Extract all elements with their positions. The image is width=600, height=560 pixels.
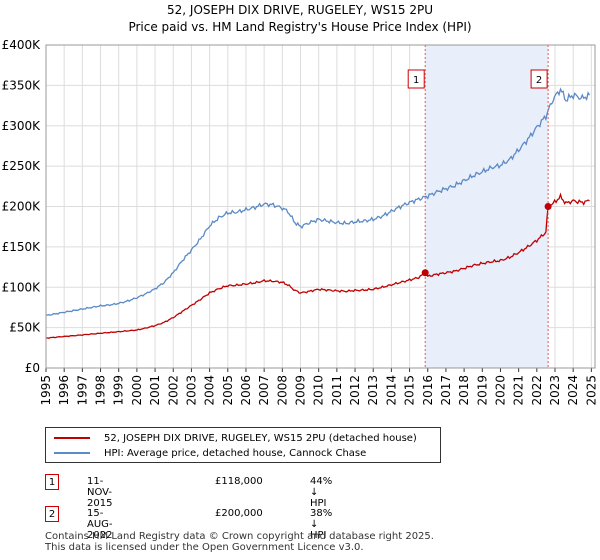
x-tick-label: 2015 bbox=[403, 375, 417, 406]
sale-label: 2 bbox=[536, 75, 542, 86]
x-tick-label: 2018 bbox=[457, 375, 471, 406]
transaction-hpi: 44% ↓ HPI bbox=[310, 476, 333, 509]
x-tick-label: 2011 bbox=[330, 375, 344, 406]
legend-line-price bbox=[54, 437, 90, 439]
legend-line-hpi bbox=[54, 452, 90, 454]
sale-label-box bbox=[407, 69, 425, 89]
x-tick-label: 2008 bbox=[275, 375, 289, 406]
price-chart: 1 2 £0 £50K £100K £150K £200K £250K £300K £350K £… bbox=[2, 38, 599, 406]
x-tick-label: 2025 bbox=[584, 375, 598, 406]
x-tick-label: 2012 bbox=[348, 375, 362, 406]
plot-frame bbox=[45, 44, 596, 369]
y-tick-label: £250K bbox=[2, 159, 42, 173]
sale-label-box bbox=[530, 69, 548, 89]
footer-copyright: Contains HM Land Registry data © Crown c… bbox=[45, 531, 434, 542]
y-tick-label: £200K bbox=[2, 200, 42, 214]
hpi-series-line bbox=[45, 87, 591, 316]
chart-title: 52, JOSEPH DIX DRIVE, RUGELEY, WS15 2PU bbox=[167, 3, 433, 17]
transaction-date: 15-AUG-2022 bbox=[87, 508, 113, 541]
transaction-hpi: 38% ↓ HPI bbox=[310, 508, 333, 541]
x-tick-label: 2000 bbox=[130, 375, 144, 406]
x-tick-label: 1995 bbox=[39, 375, 53, 406]
x-tick-label: 2014 bbox=[384, 375, 398, 406]
x-tick-label: 1997 bbox=[75, 375, 89, 406]
legend-label-hpi: HPI: Average price, detached house, Cann… bbox=[104, 447, 367, 459]
y-tick-label: £50K bbox=[9, 321, 41, 335]
x-tick-label: 2003 bbox=[184, 375, 198, 406]
y-tick-label: £350K bbox=[2, 78, 42, 92]
x-tick-label: 2017 bbox=[439, 375, 453, 406]
transaction-price: £200,000 bbox=[215, 508, 263, 519]
x-tick-label: 2004 bbox=[203, 375, 217, 406]
legend: 52, JOSEPH DIX DRIVE, RUGELEY, WS15 2PU … bbox=[45, 427, 441, 463]
transaction-date: 11-NOV-2015 bbox=[87, 476, 113, 509]
x-tick-label: 2021 bbox=[512, 375, 526, 406]
x-tick-label: 2020 bbox=[493, 375, 507, 406]
y-tick-label: £0 bbox=[25, 361, 40, 375]
sale-label: 1 bbox=[413, 75, 419, 86]
legend-item-hpi: HPI: Average price, detached house, Cann… bbox=[54, 446, 366, 460]
chart-subtitle: Price paid vs. HM Land Registry's House … bbox=[128, 20, 472, 34]
x-tick-label: 2009 bbox=[294, 375, 308, 406]
x-tick-label: 2019 bbox=[475, 375, 489, 406]
x-tick-label: 1996 bbox=[57, 375, 71, 406]
x-tick-label: 2013 bbox=[366, 375, 380, 406]
transaction-price: £118,000 bbox=[215, 476, 263, 487]
transaction-badge: 2 bbox=[45, 506, 59, 522]
x-tick-label: 2002 bbox=[166, 375, 180, 406]
x-tick-label: 2007 bbox=[257, 375, 271, 406]
y-tick-label: £150K bbox=[2, 240, 42, 254]
legend-item-price: 52, JOSEPH DIX DRIVE, RUGELEY, WS15 2PU … bbox=[54, 431, 417, 445]
y-tick-label: £300K bbox=[2, 119, 42, 133]
x-tick-label: 2024 bbox=[566, 375, 580, 406]
y-tick-label: £100K bbox=[2, 280, 42, 294]
x-tick-label: 2005 bbox=[221, 375, 235, 406]
sale-point bbox=[544, 203, 552, 210]
x-tick-label: 1999 bbox=[112, 375, 126, 406]
x-tick-label: 2006 bbox=[239, 375, 253, 406]
x-tick-label: 1998 bbox=[94, 375, 108, 406]
legend-label-price: 52, JOSEPH DIX DRIVE, RUGELEY, WS15 2PU … bbox=[104, 432, 417, 444]
transaction-badge: 1 bbox=[45, 474, 59, 490]
x-tick-label: 2022 bbox=[530, 375, 544, 406]
shaded-period bbox=[425, 45, 549, 368]
x-tick-label: 2016 bbox=[421, 375, 435, 406]
footer-license: This data is licensed under the Open Gov… bbox=[45, 542, 364, 553]
x-tick-label: 2023 bbox=[548, 375, 562, 406]
sale-point bbox=[421, 269, 429, 277]
y-tick-label: £400K bbox=[2, 38, 42, 52]
x-tick-label: 2010 bbox=[312, 375, 326, 406]
footer: Contains HM Land Registry data © Crown c… bbox=[45, 531, 434, 553]
x-tick-label: 2001 bbox=[148, 375, 162, 406]
price-series-line bbox=[45, 192, 590, 339]
